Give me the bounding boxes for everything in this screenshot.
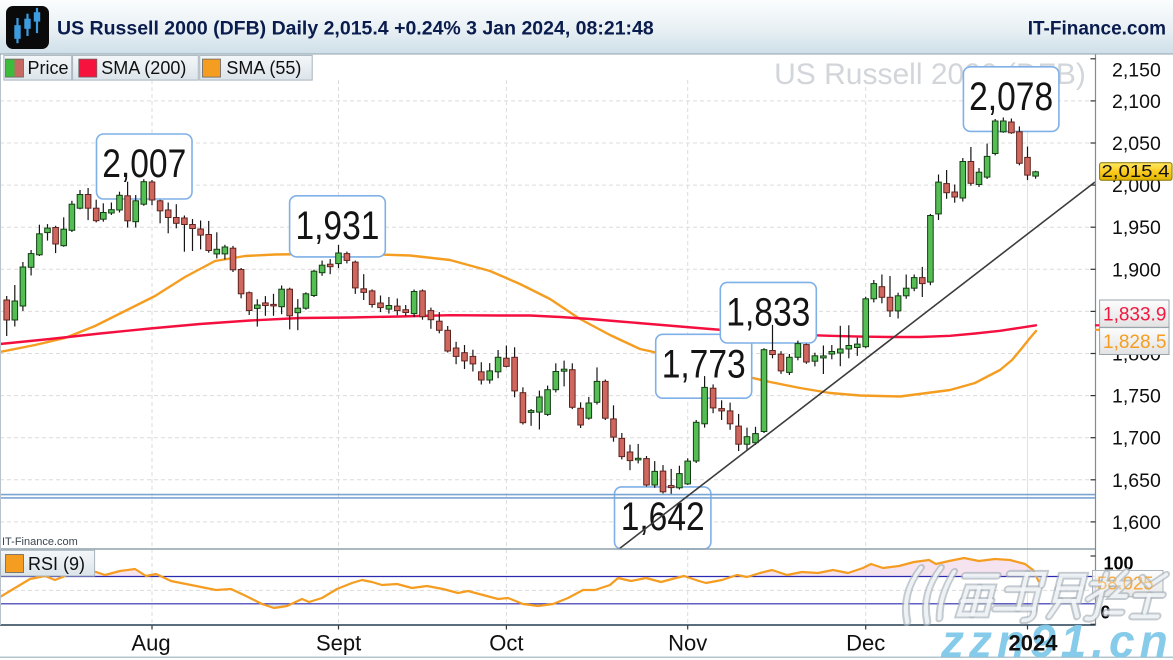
svg-text:1,828.5: 1,828.5 [1103,332,1166,353]
svg-text:2,150: 2,150 [1112,60,1161,82]
svg-text:IT-Finance.com: IT-Finance.com [1028,19,1166,40]
svg-text:1,931: 1,931 [295,204,379,248]
svg-text:2,007: 2,007 [102,142,186,186]
svg-text:1,600: 1,600 [1112,512,1161,534]
svg-text:Sept: Sept [316,631,361,656]
svg-text:1,700: 1,700 [1112,428,1161,450]
svg-text:1,650: 1,650 [1112,470,1161,492]
svg-text:2,050: 2,050 [1112,133,1161,155]
svg-text:SMA (55): SMA (55) [226,58,301,78]
svg-text:1,773: 1,773 [662,342,746,386]
svg-text:IT-Finance.com: IT-Finance.com [2,536,78,548]
svg-text:2,015.4: 2,015.4 [1102,161,1170,181]
svg-text:Oct: Oct [489,631,523,656]
svg-text:2024: 2024 [1009,631,1059,656]
svg-text:SMA (200): SMA (200) [101,58,186,78]
svg-text:58.025: 58.025 [1097,573,1154,594]
svg-text:Price: Price [28,58,69,78]
svg-text:Aug: Aug [131,631,170,656]
svg-text:1,900: 1,900 [1112,259,1161,281]
svg-text:RSI (9): RSI (9) [28,554,85,574]
svg-text:Dec: Dec [846,631,885,656]
svg-text:2,078: 2,078 [969,75,1053,119]
svg-text:2,100: 2,100 [1112,91,1161,113]
svg-text:1,642: 1,642 [621,495,705,539]
svg-text:1,833: 1,833 [726,290,810,334]
svg-text:US Russell 2000 (DFB) Daily 2,: US Russell 2000 (DFB) Daily 2,015.4 +0.2… [57,18,654,40]
svg-text:1,950: 1,950 [1112,217,1161,239]
svg-text:1,833.9: 1,833.9 [1103,305,1166,326]
svg-text:1,750: 1,750 [1112,386,1161,408]
svg-text:Nov: Nov [668,631,707,656]
svg-text:zzn91.cn: zzn91.cn [940,615,1173,660]
